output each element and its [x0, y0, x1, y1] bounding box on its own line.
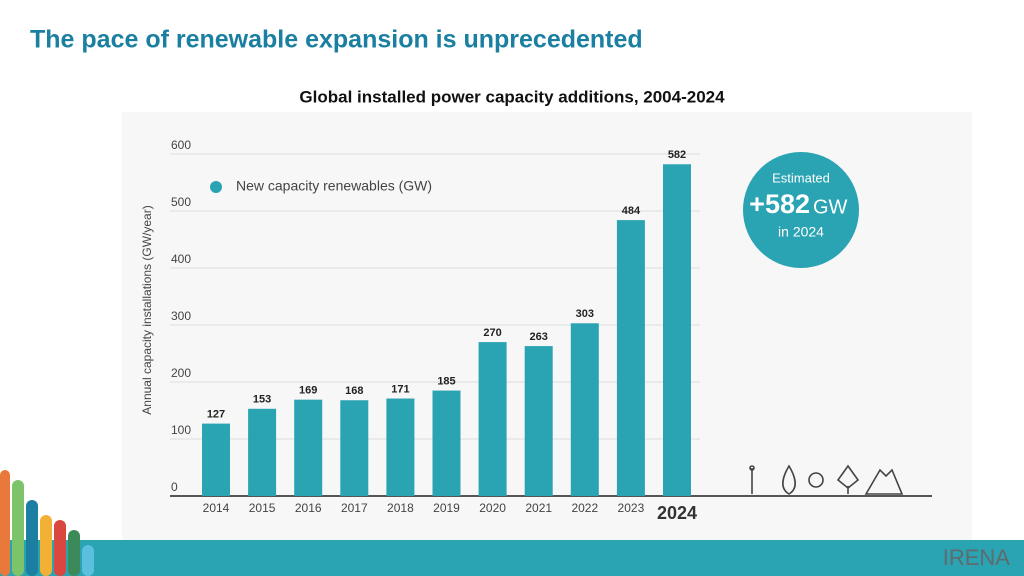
footer-band: [0, 540, 1024, 576]
badge-value: +582: [749, 189, 810, 219]
value-label: 263: [530, 331, 548, 343]
y-tick-label: 0: [171, 480, 178, 494]
value-label: 153: [253, 394, 271, 406]
bar: [478, 342, 507, 496]
y-tick-label: 300: [171, 309, 191, 323]
bar: [202, 423, 230, 496]
bar: [524, 346, 553, 496]
bar: [386, 398, 415, 496]
y-tick-label: 100: [171, 423, 191, 437]
icons: [749, 464, 904, 495]
y-tick-label: 600: [171, 138, 191, 152]
badge-unit: GW: [813, 196, 848, 218]
decor-stripes: [0, 470, 94, 576]
bar: [616, 220, 645, 496]
bar: [432, 390, 461, 496]
chart-title: Global installed power capacity addition…: [299, 87, 725, 106]
value-label: 185: [437, 375, 455, 387]
x-tick-label: 2020: [479, 501, 506, 515]
value-label: 169: [299, 385, 317, 397]
value-label: 582: [668, 149, 686, 161]
y-axis-label: Annual capacity installations (GW/year): [140, 205, 154, 414]
badge-bottom: in 2024: [778, 224, 824, 240]
x-tick-label: 2024: [657, 503, 697, 523]
x-tick-label: 2017: [341, 501, 368, 515]
legend-label: New capacity renewables (GW): [236, 178, 432, 194]
bar: [570, 323, 599, 496]
value-label: 484: [622, 205, 641, 217]
value-label: 168: [345, 385, 363, 397]
x-tick-label: 2019: [433, 501, 460, 515]
badge-circle: [743, 152, 859, 268]
bar: [248, 408, 277, 496]
bar: [340, 400, 369, 496]
y-tick-label: 200: [171, 366, 191, 380]
x-tick-label: 2022: [571, 501, 598, 515]
value-label: 270: [483, 327, 501, 339]
x-tick-label: 2023: [618, 501, 645, 515]
value-label: 127: [207, 409, 225, 421]
x-tick-label: 2018: [387, 501, 414, 515]
y-tick-label: 400: [171, 252, 191, 266]
x-tick-label: 2014: [203, 501, 230, 515]
value-label: 171: [391, 383, 409, 395]
slide-heading: The pace of renewable expansion is unpre…: [30, 26, 643, 54]
value-label: 303: [576, 308, 594, 320]
x-tick-label: 2016: [295, 501, 322, 515]
x-tick-label: 2021: [525, 501, 552, 515]
y-tick-label: 500: [171, 195, 191, 209]
x-tick-label: 2015: [249, 501, 276, 515]
logo: IRENA: [943, 545, 1011, 570]
badge-top: Estimated: [772, 170, 830, 185]
bar: [294, 399, 323, 496]
bar: [663, 164, 691, 496]
legend-marker: [210, 181, 222, 193]
